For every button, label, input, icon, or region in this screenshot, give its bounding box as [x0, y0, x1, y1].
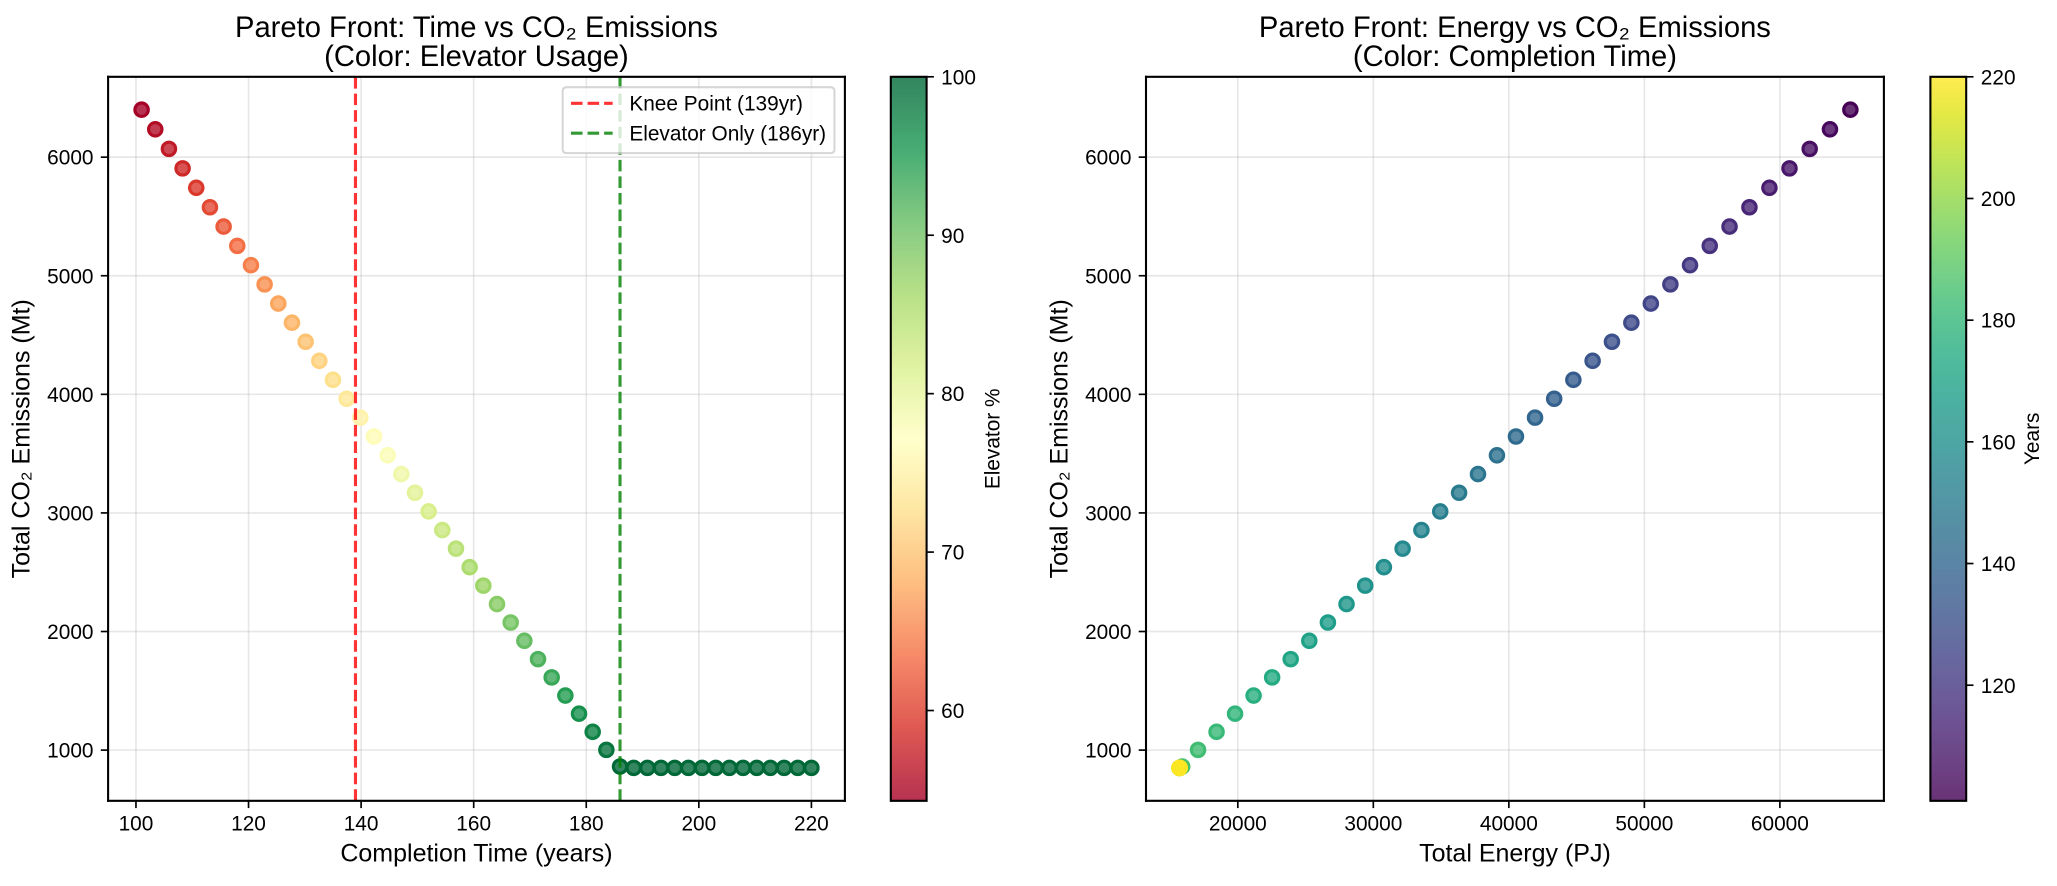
svg-text:200: 200	[1981, 188, 2016, 211]
svg-text:40000: 40000	[1480, 812, 1538, 835]
svg-text:Pareto Front: Time vs CO₂ Emis: Pareto Front: Time vs CO₂ Emissions	[235, 12, 718, 44]
svg-text:Completion Time (years): Completion Time (years)	[340, 839, 612, 867]
svg-text:60000: 60000	[1751, 812, 1809, 835]
svg-text:70: 70	[941, 542, 964, 565]
svg-text:50000: 50000	[1615, 812, 1673, 835]
svg-text:3000: 3000	[47, 502, 93, 525]
svg-text:Knee Point (139yr): Knee Point (139yr)	[629, 93, 803, 116]
svg-text:Pareto Front: Energy vs CO₂ Em: Pareto Front: Energy vs CO₂ Emissions	[1259, 12, 1771, 44]
svg-text:Years: Years	[2021, 413, 2044, 466]
svg-text:5000: 5000	[1085, 265, 1131, 288]
svg-text:90: 90	[941, 225, 964, 248]
svg-text:(Color: Completion Time): (Color: Completion Time)	[1353, 41, 1677, 73]
svg-text:60: 60	[941, 700, 964, 723]
svg-text:100: 100	[119, 812, 154, 835]
svg-text:100: 100	[941, 66, 976, 89]
svg-text:30000: 30000	[1344, 812, 1402, 835]
svg-text:180: 180	[1981, 310, 2016, 333]
svg-text:4000: 4000	[47, 384, 93, 407]
svg-text:140: 140	[344, 812, 379, 835]
svg-text:Elevator Only (186yr): Elevator Only (186yr)	[629, 122, 826, 145]
svg-text:3000: 3000	[1085, 502, 1131, 525]
svg-text:Total CO₂ Emissions (Mt): Total CO₂ Emissions (Mt)	[1045, 299, 1073, 578]
svg-text:1000: 1000	[47, 740, 93, 763]
svg-text:2000: 2000	[47, 621, 93, 644]
svg-text:1000: 1000	[1085, 740, 1131, 763]
svg-text:220: 220	[1981, 66, 2016, 89]
svg-text:6000: 6000	[47, 147, 93, 170]
svg-text:Total CO₂ Emissions (Mt): Total CO₂ Emissions (Mt)	[7, 299, 35, 578]
svg-text:120: 120	[231, 812, 266, 835]
svg-text:160: 160	[456, 812, 491, 835]
svg-text:Total Energy (PJ): Total Energy (PJ)	[1419, 839, 1611, 867]
svg-text:80: 80	[941, 383, 964, 406]
svg-text:6000: 6000	[1085, 147, 1131, 170]
svg-text:180: 180	[569, 812, 604, 835]
svg-text:5000: 5000	[47, 265, 93, 288]
svg-text:220: 220	[794, 812, 829, 835]
svg-text:Elevator %: Elevator %	[981, 388, 1004, 489]
svg-text:200: 200	[681, 812, 716, 835]
svg-text:140: 140	[1981, 553, 2016, 576]
svg-text:4000: 4000	[1085, 384, 1131, 407]
svg-text:2000: 2000	[1085, 621, 1131, 644]
svg-text:120: 120	[1981, 675, 2016, 698]
svg-text:20000: 20000	[1209, 812, 1267, 835]
svg-text:(Color: Elevator Usage): (Color: Elevator Usage)	[324, 41, 629, 73]
svg-text:160: 160	[1981, 431, 2016, 454]
